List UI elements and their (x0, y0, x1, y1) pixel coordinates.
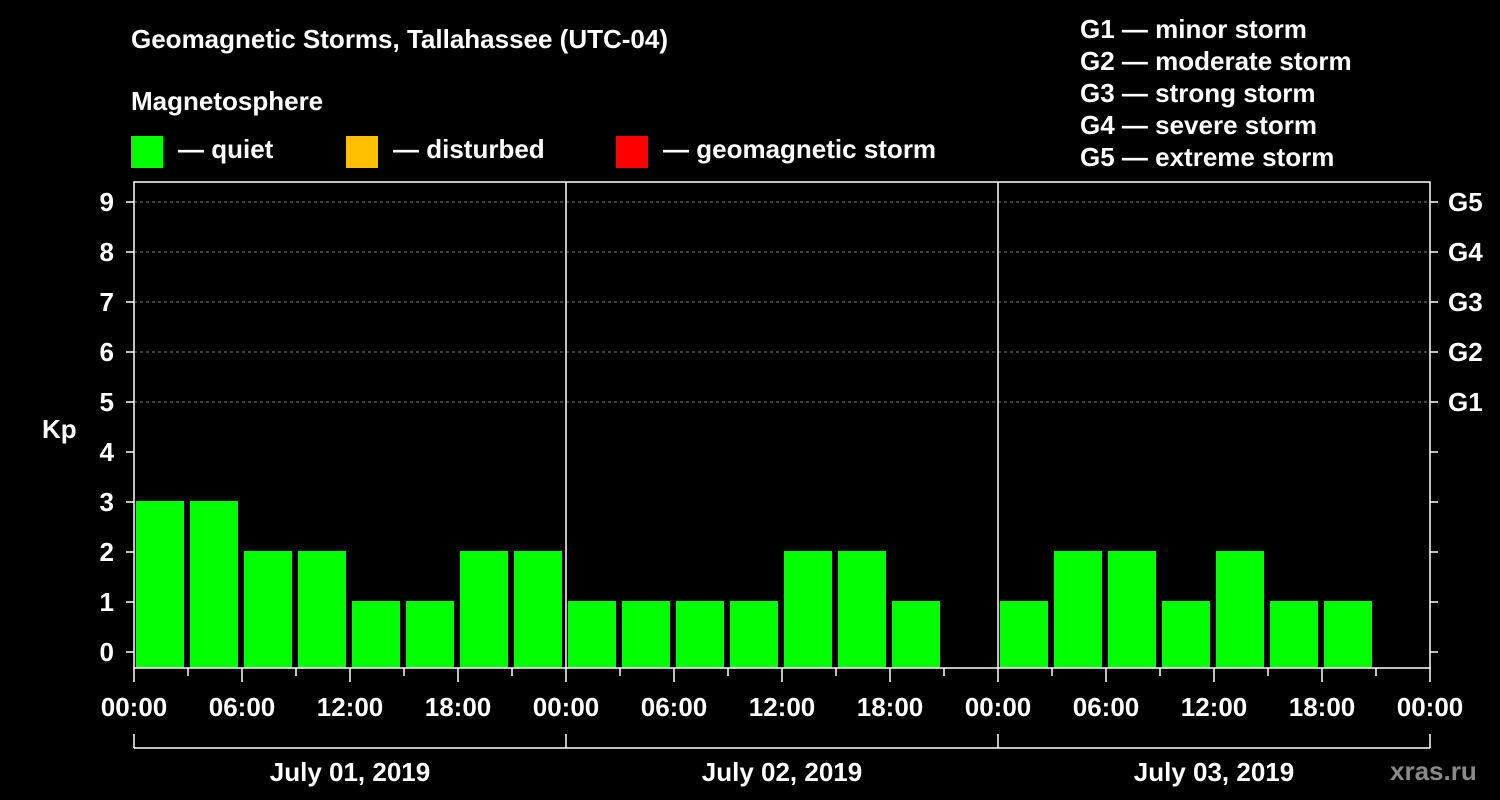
kp-bar (136, 501, 184, 668)
y-tick-label: 1 (100, 587, 114, 617)
kp-bar (568, 601, 616, 668)
y-tick-label: 9 (100, 187, 114, 217)
legend-label-quiet: — quiet (178, 134, 274, 164)
x-tick-label: 06:00 (1073, 692, 1140, 722)
legend-heading: Magnetosphere (131, 86, 324, 116)
kp-bar (838, 551, 886, 668)
kp-bar (676, 601, 724, 668)
labels-layer: 0 1 2 3 4 5 6 7 8 9 G1 G2 G3 G4 G5 Kp 00:00 06:00 12:00 18:… (42, 187, 1483, 787)
x-tick-label: 18:00 (1289, 692, 1356, 722)
grid-layer (134, 201, 1430, 403)
x-tick-label: 00:00 (965, 692, 1032, 722)
day-label: July 02, 2019 (702, 757, 862, 787)
kp-bar (622, 601, 670, 668)
storm-level-label: G4 (1448, 237, 1483, 267)
x-tick-label: 00:00 (101, 692, 168, 722)
storm-level-label: G5 (1448, 187, 1483, 217)
kp-bar (460, 551, 508, 668)
y-tick-label: 0 (100, 637, 114, 667)
legend-label-storm: — geomagnetic storm (663, 134, 937, 164)
day-label: July 03, 2019 (1134, 757, 1294, 787)
y-tick-label: 3 (100, 487, 114, 517)
x-tick-label: 12:00 (1181, 692, 1248, 722)
x-tick-label: 18:00 (425, 692, 492, 722)
kp-bar (1108, 551, 1156, 668)
y-tick-label: 5 (100, 387, 114, 417)
legend-swatch-storm (616, 136, 648, 168)
x-tick-label: 06:00 (641, 692, 708, 722)
x-tick-label: 18:00 (857, 692, 924, 722)
kp-bar (1270, 601, 1318, 668)
kp-bar (244, 551, 292, 668)
kp-bar (298, 551, 346, 668)
y-tick-label: 2 (100, 537, 114, 567)
x-tick-label: 12:00 (749, 692, 816, 722)
x-tick-label: 06:00 (209, 692, 276, 722)
kp-bar (352, 601, 400, 668)
day-label: July 01, 2019 (270, 757, 430, 787)
x-tick-label: 12:00 (317, 692, 384, 722)
y-tick-label: 7 (100, 287, 114, 317)
y-tick-label: 8 (100, 237, 114, 267)
storm-level-label: G2 (1448, 337, 1483, 367)
axes-layer (126, 181, 1438, 749)
storm-level-label: G3 (1448, 287, 1483, 317)
kp-bar (1054, 551, 1102, 668)
kp-bar (1324, 601, 1372, 668)
y-tick-label: 6 (100, 337, 114, 367)
kp-bar (190, 501, 238, 668)
y-axis-label: Kp (42, 414, 77, 444)
storm-scale-g3: G3 — strong storm (1080, 78, 1316, 108)
kp-bar (1162, 601, 1210, 668)
legend-label-disturbed: — disturbed (393, 134, 545, 164)
chart-title: Geomagnetic Storms, Tallahassee (UTC-04) (131, 24, 669, 54)
storm-scale-g5: G5 — extreme storm (1080, 142, 1335, 172)
x-tick-label: 00:00 (1397, 692, 1464, 722)
legend-swatch-disturbed (346, 136, 378, 168)
storm-scale-g4: G4 — severe storm (1080, 110, 1318, 140)
bars-layer (136, 501, 1372, 668)
legend-swatch-quiet (131, 136, 163, 168)
x-tick-label: 00:00 (533, 692, 600, 722)
kp-bar (892, 601, 940, 668)
storm-scale-g1: G1 — minor storm (1080, 14, 1307, 44)
kp-bar (406, 601, 454, 668)
kp-bar (514, 551, 562, 668)
watermark: xras.ru (1390, 756, 1477, 786)
kp-bar (1000, 601, 1048, 668)
y-tick-label: 4 (100, 437, 115, 467)
kp-bar (1216, 551, 1264, 668)
storm-level-label: G1 (1448, 387, 1483, 417)
kp-bar (730, 601, 778, 668)
storm-scale-g2: G2 — moderate storm (1080, 46, 1352, 76)
kp-bar (784, 551, 832, 668)
